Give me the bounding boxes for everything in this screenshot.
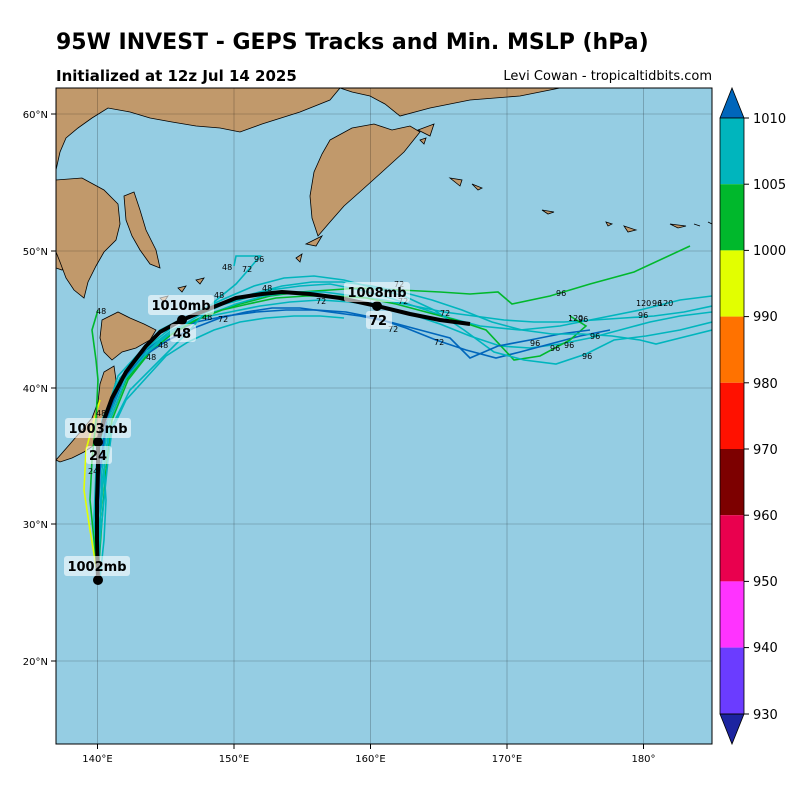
member-track xyxy=(97,315,345,579)
member-hour-label: 72 xyxy=(242,265,252,274)
member-hour-label: 96 xyxy=(530,339,540,348)
member-hour-label: 96 xyxy=(550,344,560,353)
lat-tick-label: 20°N xyxy=(23,657,48,668)
ocean xyxy=(56,88,712,744)
colorbar-segment xyxy=(720,184,744,251)
colorbar-tick-label: 950 xyxy=(753,575,778,590)
member-track xyxy=(95,283,712,579)
map-frame xyxy=(55,87,713,745)
member-hour-label: 72 xyxy=(218,315,228,324)
colorbar-segment xyxy=(720,647,744,714)
colorbar-segment xyxy=(720,316,744,383)
colorbar-segment xyxy=(720,382,744,449)
mean-pressure-label: 1002mb xyxy=(67,560,126,575)
primorye xyxy=(56,177,121,299)
pressure-colorbar: 1010 1005 1000 990 980 970 960 950 940 9… xyxy=(719,86,786,746)
mean-hour-label: 48 xyxy=(173,327,191,342)
lon-tick-label: 170°E xyxy=(492,754,522,765)
member-hour-label: 48 xyxy=(222,263,232,272)
track-position-marker xyxy=(93,437,103,447)
mean-hour-label: 72 xyxy=(369,314,387,329)
hokkaido xyxy=(99,311,157,361)
gridlines xyxy=(56,88,712,744)
mean-track-labels: 1002mb 24 1003mb 48 1010mb 72 1008mb xyxy=(64,282,410,576)
lon-tick-label: 140°E xyxy=(82,754,112,765)
member-track xyxy=(99,255,262,579)
colorbar-segment xyxy=(720,581,744,648)
member-track xyxy=(83,399,101,579)
member-hour-label: 96 xyxy=(564,341,574,350)
colorbar-tick-label: 990 xyxy=(753,310,778,325)
axis-ticks xyxy=(51,113,644,749)
credit: Levi Cowan - tropicaltidbits.com xyxy=(503,69,712,84)
asia-mainland xyxy=(56,88,341,171)
lat-tick-label: 40°N xyxy=(23,384,48,395)
mean-pressure-label: 1003mb xyxy=(68,422,127,437)
member-hour-label: 48 xyxy=(202,313,212,322)
member-hour-label: 72 xyxy=(440,309,450,318)
colorbar-tick-label: 940 xyxy=(753,641,778,656)
colorbar-tick-label: 960 xyxy=(753,509,778,524)
member-hour-label: 96 xyxy=(582,352,592,361)
colorbar-tick-label: 1010 xyxy=(753,112,786,127)
land xyxy=(56,88,712,463)
lon-tick-label: 160°E xyxy=(355,754,385,765)
member-track xyxy=(97,295,588,579)
member-hour-label: 72 xyxy=(316,297,326,306)
member-hour-label: 96 xyxy=(590,332,600,341)
member-hour-label: 96 xyxy=(556,289,566,298)
member-track xyxy=(97,307,591,578)
lon-tick-label: 150°E xyxy=(219,754,249,765)
kamchatka-top xyxy=(339,88,561,117)
member-hour-label: 120 xyxy=(636,299,651,308)
colorbar-tick-label: 1005 xyxy=(753,178,786,193)
colorbar-segment xyxy=(720,515,744,582)
colorbar-tick-label: 1000 xyxy=(753,244,786,259)
mean-pressure-label: 1008mb xyxy=(347,286,406,301)
colorbar-segment xyxy=(720,250,744,317)
chart-title: 95W INVEST - GEPS Tracks and Min. MSLP (… xyxy=(56,30,649,55)
track-position-marker xyxy=(93,575,103,585)
kamchatka xyxy=(309,123,421,237)
member-hour-label: 48 xyxy=(146,353,156,362)
member-hour-label: 72 xyxy=(434,338,444,347)
colorbar-tick-label: 980 xyxy=(753,377,778,392)
mean-pressure-label: 1010mb xyxy=(151,299,210,314)
aleutians xyxy=(448,177,712,233)
member-hour-label: 96 xyxy=(638,311,648,320)
colorbar-bottom-arrow xyxy=(719,713,745,746)
member-hour-label: 96 xyxy=(652,299,662,308)
member-hour-label: 120 xyxy=(568,314,583,323)
mean-hour-label: 24 xyxy=(89,449,107,464)
member-hour-label: 48 xyxy=(96,307,106,316)
member-hour-label: 72 xyxy=(388,325,398,334)
colorbar-segment xyxy=(720,118,744,185)
member-hour-label: 48 xyxy=(158,341,168,350)
track-position-marker xyxy=(177,315,187,325)
lat-tick-label: 30°N xyxy=(23,520,48,531)
member-hour-label: 96 xyxy=(578,315,588,324)
sakhalin xyxy=(123,191,161,269)
member-hour-label: 48 xyxy=(214,291,224,300)
track-position-marker xyxy=(372,301,382,311)
lon-tick-label: 180° xyxy=(631,754,655,765)
member-hour-label: 96 xyxy=(254,255,264,264)
member-hour-label: 48 xyxy=(262,284,272,293)
colorbar-tick-label: 970 xyxy=(753,443,778,458)
lat-tick-labels: 60°N 50°N 40°N 30°N 20°N xyxy=(23,110,48,668)
lat-tick-label: 50°N xyxy=(23,247,48,258)
member-hour-label: 24 xyxy=(88,467,98,476)
member-hour-label: 120 xyxy=(658,299,673,308)
colorbar-segment xyxy=(720,449,744,516)
init-time: Initialized at 12z Jul 14 2025 xyxy=(56,67,297,85)
lat-tick-label: 60°N xyxy=(23,110,48,121)
colorbar-tick-label: 930 xyxy=(753,708,778,723)
kuril-chain xyxy=(417,123,435,145)
member-hour-label: 48 xyxy=(96,409,106,418)
lon-tick-labels: 140°E 150°E 160°E 170°E 180° xyxy=(82,754,655,765)
colorbar-top-arrow xyxy=(719,86,745,119)
